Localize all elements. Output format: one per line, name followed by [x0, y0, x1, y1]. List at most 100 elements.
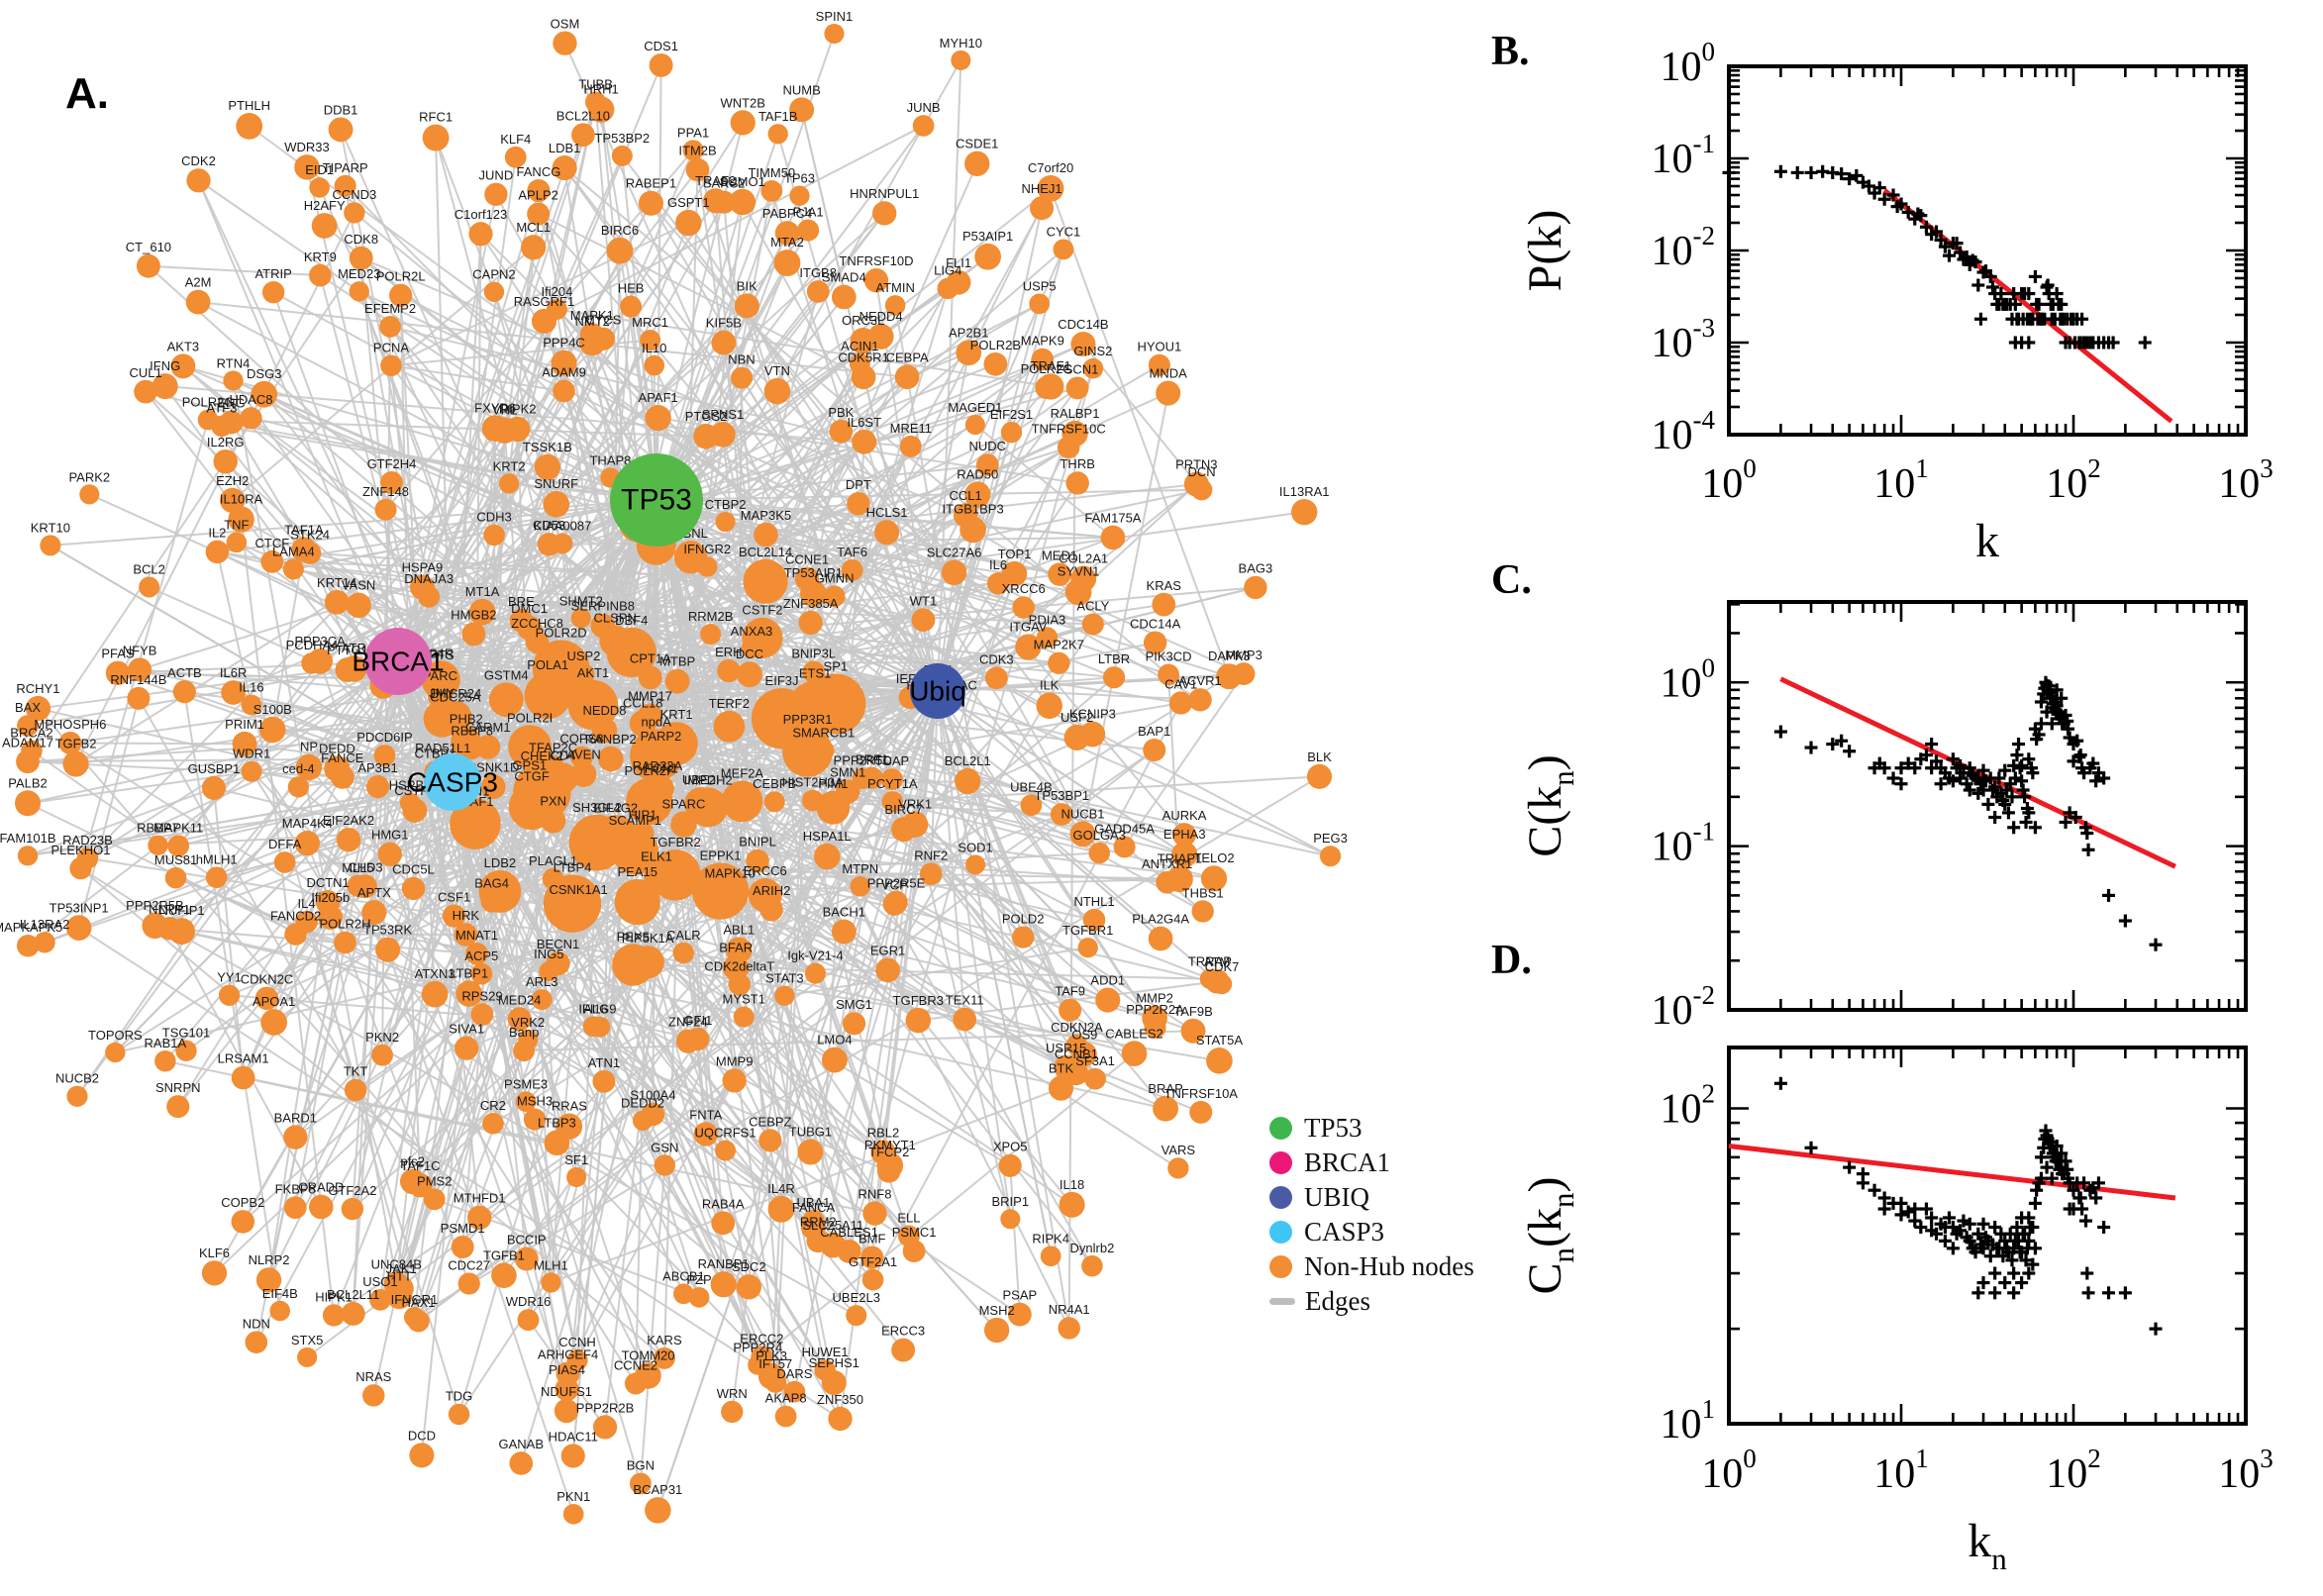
network-node: [309, 177, 330, 198]
network-node-label: ATF3: [207, 401, 238, 416]
network-node: [1153, 1095, 1178, 1122]
network-node: [283, 1196, 307, 1220]
network-node-label: BRAP: [1148, 1081, 1182, 1096]
network-node-label: MSH2: [979, 1303, 1015, 1318]
network-node-label: SYVN1: [1058, 564, 1100, 579]
network-node: [164, 866, 187, 889]
network-node: [670, 811, 697, 838]
network-node-label: ATRIP: [254, 266, 291, 281]
network-edge: [272, 291, 657, 501]
network-node: [783, 1380, 806, 1403]
network-node-label: CDKN2A: [1051, 1020, 1103, 1035]
network-node-label: IL13RA2: [20, 917, 70, 932]
network-node: [1244, 575, 1267, 600]
network-node: [507, 1007, 532, 1032]
network-node: [297, 1347, 318, 1367]
network-node-label: RCHY1: [16, 681, 59, 696]
network-node: [383, 1271, 409, 1297]
network-edge: [465, 813, 1062, 1049]
network-node-label: CCND3: [332, 187, 376, 202]
network-node: [544, 1130, 570, 1156]
network-node: [399, 1168, 426, 1195]
network-node-label: SCAMP1: [609, 813, 661, 828]
network-edge: [937, 358, 1044, 692]
network-node-label: S100A4: [630, 1088, 675, 1103]
network-node-label: PDCD6IP: [356, 730, 412, 745]
network-edge: [400, 782, 531, 1289]
network-edge: [840, 431, 939, 692]
network-node-label: TFCP2: [868, 1145, 909, 1159]
network-node-label: IL4R: [767, 1181, 794, 1196]
network-node: [1012, 926, 1035, 948]
network-node-label: TIPARP: [323, 160, 368, 175]
network-node-label: HEB: [618, 281, 645, 296]
network-node-label: TKT: [344, 1064, 368, 1079]
network-node: [228, 506, 254, 533]
network-node-label: BFAR: [719, 940, 753, 954]
network-node: [418, 585, 441, 608]
network-node-label: Ifi205b: [311, 890, 350, 905]
network-node-label: KIAA0087: [534, 519, 592, 534]
network-node: [638, 190, 663, 216]
network-node-label: MAPK9: [1021, 334, 1064, 349]
network-node-label: BRCA2: [10, 726, 52, 741]
network-node: [483, 524, 505, 547]
network-node: [552, 155, 577, 181]
network-node: [553, 31, 577, 55]
network-node: [362, 1384, 385, 1407]
network-node: [983, 351, 1008, 376]
network-edge: [604, 201, 744, 1428]
network-node: [423, 1188, 446, 1211]
network-node: [236, 113, 263, 140]
network-node-label: AVEN: [566, 747, 600, 761]
network-edge: [649, 339, 939, 692]
network-node: [841, 558, 863, 581]
network-node-label: BACH1: [823, 905, 865, 920]
network-node-label: npdA: [642, 714, 672, 729]
network-node-label: LTBP3: [538, 1115, 576, 1130]
chart-c: 100 10-1 10-2 C(kn): [1519, 600, 2248, 1034]
network-edge: [31, 257, 362, 751]
network-node: [468, 222, 493, 247]
network-node: [919, 862, 943, 886]
network-node-label: PIK3CD: [1146, 649, 1192, 664]
network-node-label: BRIP1: [992, 1194, 1030, 1209]
network-node-label: LTBR: [1098, 651, 1130, 666]
network-node-label: ADAM9: [542, 365, 586, 380]
network-node-label: STAT3: [765, 971, 804, 986]
network-node-label: CYC1: [1047, 224, 1081, 239]
network-node-label: USP15: [1046, 1041, 1086, 1055]
network-node-label: LAMA4: [272, 544, 315, 558]
network-node: [454, 1036, 479, 1060]
network-node: [956, 340, 982, 366]
network-node: [1048, 562, 1071, 586]
network-node: [649, 52, 673, 77]
network-node: [186, 168, 211, 193]
network-node: [175, 1040, 197, 1061]
network-node-label: CDKN2C: [241, 972, 293, 987]
network-node: [1069, 821, 1096, 848]
network-node: [261, 281, 285, 304]
network-node-label: LRSAM1: [218, 1051, 269, 1066]
network-node-label: SNURF: [534, 476, 578, 491]
network-node-label: MSH3: [517, 1093, 553, 1108]
network-node: [648, 775, 674, 802]
network-node-label: HSPB1: [389, 778, 432, 793]
network-edge: [853, 623, 1094, 1025]
network-node-label: IL6R: [220, 665, 247, 680]
network-node: [852, 429, 877, 454]
network-node: [798, 610, 823, 636]
network-node-label: RAB4A: [702, 1196, 745, 1211]
network-edge: [397, 565, 708, 662]
network-node: [1007, 1302, 1032, 1327]
network-node-label: TAF6: [837, 545, 867, 559]
y-tick-label: 102: [1661, 1079, 1716, 1133]
network-node-label: APOA1: [252, 994, 295, 1009]
data-points: [1722, 164, 2152, 349]
network-node-label: PCDHA4: [286, 638, 339, 652]
network-node: [504, 146, 527, 168]
network-node-label: PZP: [686, 1272, 711, 1287]
network-node-label: CABLES1: [820, 1225, 878, 1240]
network-node: [1188, 688, 1212, 712]
